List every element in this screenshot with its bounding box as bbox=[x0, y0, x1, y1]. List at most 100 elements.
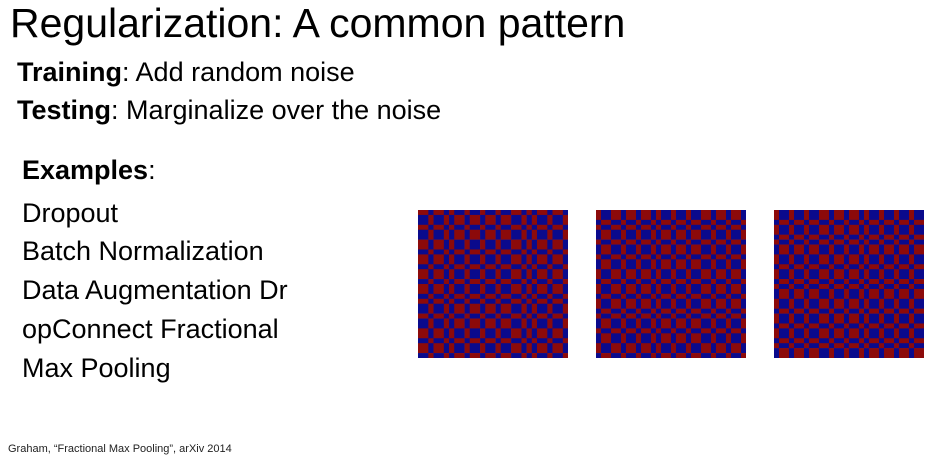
pooling-region-cell bbox=[526, 224, 533, 231]
pooling-region-cell bbox=[701, 269, 712, 280]
pooling-region-cell bbox=[701, 308, 712, 314]
pooling-region-cell bbox=[676, 343, 687, 354]
pooling-region-cell bbox=[711, 224, 717, 231]
pooling-region-cell bbox=[804, 323, 810, 329]
pooling-region-cell bbox=[626, 343, 637, 354]
pooling-region-cell bbox=[485, 338, 496, 344]
pooling-region-cell bbox=[726, 269, 732, 280]
pooling-region-cell bbox=[671, 298, 677, 309]
pooling-region-cell bbox=[741, 210, 746, 221]
pooling-region-cell bbox=[716, 244, 727, 255]
pooling-region-cell bbox=[779, 328, 790, 339]
pooling-region-cell bbox=[495, 284, 502, 295]
pooling-region-cell bbox=[859, 348, 865, 358]
pooling-region-cell bbox=[500, 239, 512, 250]
pooling-region-cell bbox=[428, 264, 434, 270]
pooling-region-cell bbox=[849, 279, 860, 285]
pooling-region-cell bbox=[626, 259, 637, 270]
pooling-region-cell bbox=[433, 338, 445, 344]
pooling-region-cell bbox=[864, 343, 870, 349]
pooling-region-cell bbox=[774, 328, 780, 339]
pooling-region-cell bbox=[531, 229, 538, 240]
pooling-region-cell bbox=[621, 284, 627, 295]
pooling-region-cell bbox=[671, 219, 677, 226]
pooling-region-cell bbox=[779, 210, 790, 221]
pooling-region-cell bbox=[626, 353, 637, 358]
pooling-region-cell bbox=[869, 288, 880, 300]
pooling-grid-2 bbox=[596, 210, 746, 358]
pooling-region-cell bbox=[454, 284, 465, 295]
pooling-region-cell bbox=[511, 343, 522, 354]
pooling-region-cell bbox=[464, 239, 471, 250]
pooling-region-cell bbox=[485, 284, 496, 295]
pooling-region-cell bbox=[894, 288, 900, 300]
pooling-region-cell bbox=[849, 338, 860, 344]
pooling-region-cell bbox=[596, 343, 602, 354]
pooling-region-cell bbox=[731, 269, 742, 280]
pooling-region-cell bbox=[636, 239, 642, 245]
pooling-region-cell bbox=[716, 269, 727, 280]
pooling-region-cell bbox=[511, 303, 522, 314]
pooling-region-cell bbox=[596, 298, 602, 309]
pooling-region-cell bbox=[433, 313, 445, 319]
pooling-region-cell bbox=[819, 244, 830, 255]
pooling-region-cell bbox=[500, 284, 512, 295]
pooling-region-cell bbox=[636, 219, 642, 226]
pooling-region-cell bbox=[552, 313, 564, 319]
pooling-region-cell bbox=[774, 234, 780, 240]
pooling-region-cell bbox=[731, 298, 742, 309]
pooling-region-cell bbox=[711, 293, 717, 300]
pooling-region-cell bbox=[804, 254, 810, 265]
pooling-region-cell bbox=[804, 279, 810, 285]
pooling-region-cell bbox=[536, 328, 548, 339]
pooling-region-cell bbox=[789, 343, 795, 349]
pooling-region-cell bbox=[789, 224, 795, 235]
pooling-region-cell bbox=[671, 210, 677, 221]
pooling-region-cell bbox=[789, 234, 795, 240]
pooling-region-cell bbox=[601, 353, 612, 358]
pooling-region-cell bbox=[701, 279, 712, 285]
pooling-region-cell bbox=[531, 343, 538, 354]
pooling-region-cell bbox=[849, 254, 860, 265]
pooling-region-cell bbox=[601, 293, 612, 300]
pooling-region-cell bbox=[449, 293, 455, 300]
pooling-region-cell bbox=[829, 284, 835, 290]
pooling-region-cell bbox=[914, 219, 924, 226]
pooling-region-cell bbox=[909, 254, 915, 265]
pooling-region-cell bbox=[834, 323, 845, 329]
pooling-region-cell bbox=[834, 279, 845, 285]
pooling-region-cell bbox=[661, 269, 672, 280]
pooling-region-cell bbox=[495, 264, 502, 270]
pooling-region-cell bbox=[879, 210, 885, 221]
pooling-region-cell bbox=[909, 348, 915, 358]
pooling-region-cell bbox=[469, 318, 481, 329]
pooling-region-cell bbox=[621, 244, 627, 255]
pooling-region-cell bbox=[676, 229, 687, 240]
pooling-region-cell bbox=[711, 210, 717, 221]
pooling-region-cell bbox=[884, 323, 895, 329]
pooling-region-cell bbox=[596, 308, 602, 314]
pooling-region-cell bbox=[914, 298, 924, 309]
pooling-region-cell bbox=[656, 229, 662, 240]
pooling-region-cell bbox=[547, 328, 553, 339]
pooling-region-cell bbox=[909, 298, 915, 309]
pooling-region-cell bbox=[864, 279, 870, 285]
pooling-region-cell bbox=[443, 224, 450, 231]
pooling-region-cell bbox=[726, 328, 732, 334]
pooling-region-cell bbox=[449, 279, 455, 285]
pooling-region-cell bbox=[859, 323, 865, 329]
pooling-region-cell bbox=[879, 244, 885, 255]
pooling-region-cell bbox=[686, 279, 692, 285]
pooling-region-cell bbox=[596, 239, 602, 245]
pooling-region-cell bbox=[869, 279, 880, 285]
pooling-region-cell bbox=[531, 328, 538, 339]
pooling-region-cell bbox=[536, 264, 548, 270]
testing-text: Marginalize over the noise bbox=[126, 95, 442, 125]
pooling-region-cell bbox=[711, 229, 717, 240]
pooling-region-cell bbox=[552, 343, 564, 354]
pooling-region-cell bbox=[731, 244, 742, 255]
pooling-region-cell bbox=[676, 279, 687, 285]
pooling-region-cell bbox=[859, 288, 865, 300]
pooling-region-cell bbox=[464, 214, 471, 226]
pooling-region-cell bbox=[536, 279, 548, 285]
